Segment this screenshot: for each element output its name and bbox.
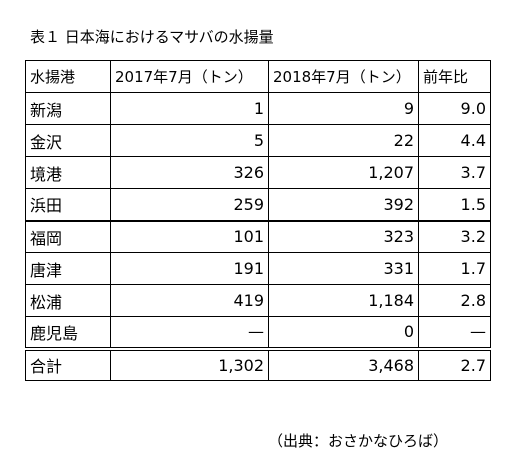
table-cell: 5 bbox=[110, 124, 269, 157]
table-cell: 4.4 bbox=[418, 124, 491, 157]
header-row: 水揚港 2017年7月（トン） 2018年7月（トン） 前年比 bbox=[25, 60, 491, 93]
table-row: 境港 326 1,207 3.7 bbox=[25, 156, 491, 189]
table-cell: 323 bbox=[268, 220, 419, 253]
table-cell: 福岡 bbox=[25, 220, 111, 253]
source-note: （出典：おさかなひろば） bbox=[268, 432, 449, 450]
table-cell: 101 bbox=[110, 220, 269, 253]
table-cell: 3.7 bbox=[418, 156, 491, 189]
table-cell: 3.2 bbox=[418, 220, 491, 253]
table-cell: 唐津 bbox=[25, 252, 111, 285]
total-row: 合計 1,302 3,468 2.7 bbox=[25, 346, 491, 381]
data-table: 水揚港 2017年7月（トン） 2018年7月（トン） 前年比 新潟 1 9 9.0 金沢 5 22… bbox=[25, 60, 491, 381]
table-cell: 浜田 bbox=[25, 188, 111, 222]
table-row: 新潟 1 9 9.0 bbox=[25, 92, 491, 125]
table-cell: 新潟 bbox=[25, 92, 111, 125]
table-cell: — bbox=[418, 316, 491, 349]
table-cell: 鹿児島 bbox=[25, 316, 111, 349]
table-cell: 9.0 bbox=[418, 92, 491, 125]
table-cell: 2.7 bbox=[418, 346, 491, 381]
table-cell: 1,184 bbox=[268, 284, 419, 317]
table-body: 水揚港 2017年7月（トン） 2018年7月（トン） 前年比 新潟 1 9 9.0 金沢 5 22… bbox=[25, 60, 491, 381]
table-cell: 9 bbox=[268, 92, 419, 125]
table-row: 松浦 419 1,184 2.8 bbox=[25, 284, 491, 317]
table-row: 福岡 101 323 3.2 bbox=[25, 220, 491, 253]
table-row: 浜田 259 392 1.5 bbox=[25, 188, 491, 222]
table-row: 金沢 5 22 4.4 bbox=[25, 124, 491, 157]
table-cell: — bbox=[110, 316, 269, 349]
table-cell: 境港 bbox=[25, 156, 111, 189]
table-cell: 金沢 bbox=[25, 124, 111, 157]
title: 表１ 日本海におけるマサバの水揚量 bbox=[30, 28, 274, 46]
table-row: 唐津 191 331 1.7 bbox=[25, 252, 491, 285]
table-cell: 2.8 bbox=[418, 284, 491, 317]
table-cell: 前年比 bbox=[418, 60, 491, 93]
table-cell: 326 bbox=[110, 156, 269, 189]
table-cell: 1.5 bbox=[418, 188, 491, 222]
table-cell: 22 bbox=[268, 124, 419, 157]
table-cell: 合計 bbox=[25, 346, 111, 381]
table-cell: 1,207 bbox=[268, 156, 419, 189]
table-cell: 水揚港 bbox=[25, 60, 111, 93]
table-cell: 1 bbox=[110, 92, 269, 125]
table-cell: 0 bbox=[268, 316, 419, 349]
table-cell: 419 bbox=[110, 284, 269, 317]
table-cell: 松浦 bbox=[25, 284, 111, 317]
table-row: 鹿児島 —0— bbox=[25, 316, 491, 349]
table-cell: 259 bbox=[110, 188, 269, 222]
table-cell: 3,468 bbox=[268, 346, 419, 381]
table-cell: 191 bbox=[110, 252, 269, 285]
table-cell: 1,302 bbox=[110, 346, 269, 381]
table-cell: 1.7 bbox=[418, 252, 491, 285]
table-cell: 2018年7月（トン） bbox=[268, 60, 419, 93]
table-cell: 331 bbox=[268, 252, 419, 285]
table-cell: 392 bbox=[268, 188, 419, 222]
table-cell: 2017年7月（トン） bbox=[110, 60, 269, 93]
